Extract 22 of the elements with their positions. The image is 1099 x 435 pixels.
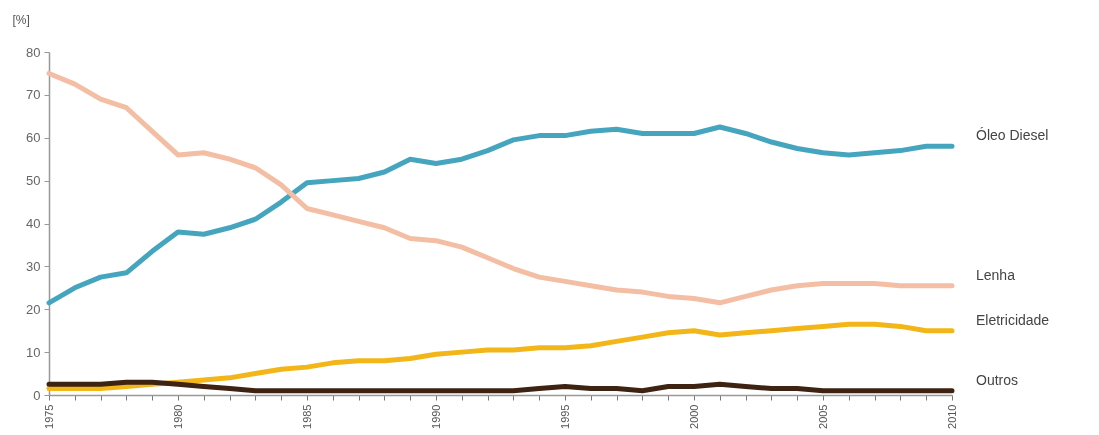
x-tick-label: 1975	[42, 404, 55, 429]
y-axis-title: [%]	[12, 12, 30, 27]
y-tick-label: 70	[26, 87, 41, 103]
y-tick-label: 60	[26, 130, 41, 146]
y-tick-label: 10	[26, 344, 41, 360]
x-tick-label: 1990	[429, 404, 442, 429]
series-label: Óleo Diesel	[976, 127, 1049, 144]
y-tick-label: 40	[26, 216, 41, 231]
series-label: Lenha	[976, 266, 1016, 283]
x-tick-label: 1985	[300, 404, 313, 429]
x-tick-label: 2010	[945, 404, 958, 429]
series-label: Outros	[976, 371, 1019, 388]
x-tick-label: 1980	[171, 404, 184, 429]
x-tick-label: 2005	[816, 404, 829, 429]
x-tick-label: 2000	[687, 404, 700, 429]
y-tick-label: 30	[26, 258, 41, 274]
y-tick-label: 0	[33, 387, 41, 403]
series-label: Eletricidade	[976, 311, 1050, 328]
y-tick-label: 20	[26, 301, 41, 317]
y-tick-label: 50	[26, 173, 41, 189]
x-tick-label: 1995	[558, 404, 571, 429]
y-tick-label: 80	[26, 44, 41, 60]
